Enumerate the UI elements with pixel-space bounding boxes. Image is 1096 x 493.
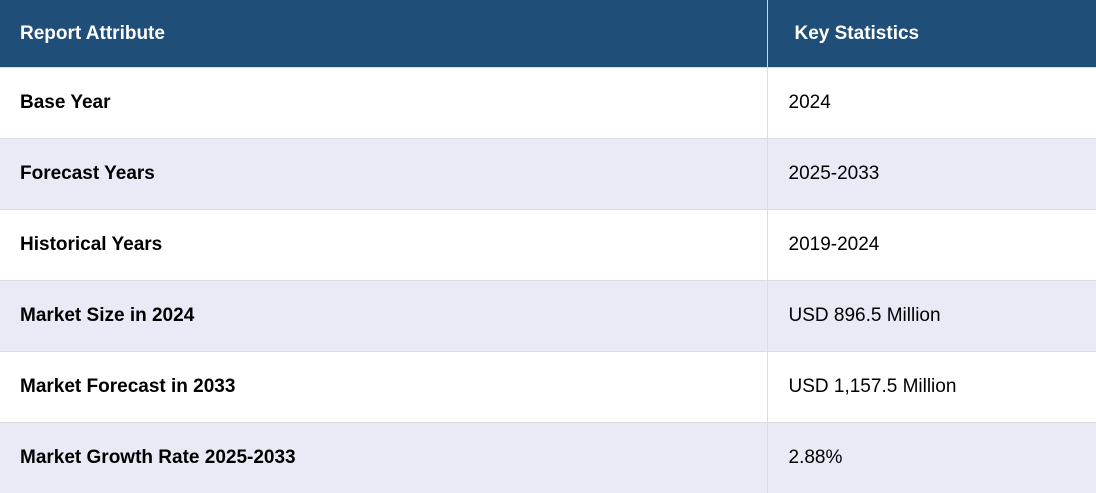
- value-cell: USD 1,157.5 Million: [767, 352, 1096, 423]
- header-cell: Report Attribute: [0, 0, 767, 68]
- value-cell: 2025-2033: [767, 139, 1096, 210]
- value-cell: USD 896.5 Million: [767, 281, 1096, 352]
- attribute-cell: Market Growth Rate 2025-2033: [0, 423, 767, 493]
- attribute-cell: Market Forecast in 2033: [0, 352, 767, 423]
- value-cell: 2.88%: [767, 423, 1096, 493]
- value-cell: 2019-2024: [767, 210, 1096, 281]
- attribute-cell: Base Year: [0, 68, 767, 139]
- attribute-cell: Forecast Years: [0, 139, 767, 210]
- header-cell: Key Statistics: [767, 0, 1096, 68]
- value-cell: 2024: [767, 68, 1096, 139]
- attribute-cell: Market Size in 2024: [0, 281, 767, 352]
- header-row: Report Attribute Key Statistics: [0, 0, 1096, 68]
- attribute-cell: Historical Years: [0, 210, 767, 281]
